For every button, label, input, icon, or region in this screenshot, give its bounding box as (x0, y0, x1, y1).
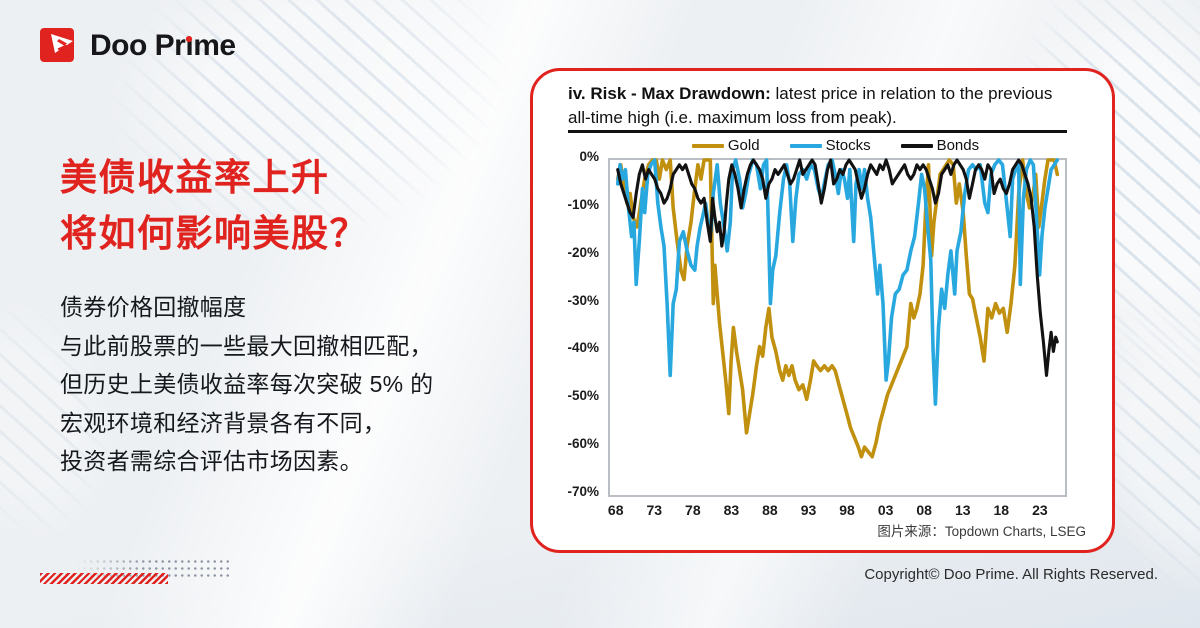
x-tick-label: 83 (723, 502, 740, 518)
y-tick-label: -70% (567, 484, 599, 499)
stocks-series-line (615, 158, 1060, 406)
x-tick-label: 98 (839, 502, 855, 518)
bonds-series-line (616, 158, 1059, 377)
chart-legend: Gold Stocks Bonds (608, 137, 1063, 154)
chart-title: iv. Risk - Max Drawdown: latest price in… (568, 82, 1074, 129)
legend-item-stocks: Stocks (789, 137, 871, 154)
x-tick-label: 93 (800, 502, 817, 518)
title-divider-rule (568, 130, 1067, 133)
logo-red-i-dot (186, 36, 192, 42)
y-tick-label: -30% (567, 292, 599, 308)
doo-prime-logo-text: Doo Prı me (90, 24, 236, 68)
x-tick-label: 13 (954, 502, 971, 518)
x-tick-label: 73 (646, 502, 663, 518)
chart-card: iv. Risk - Max Drawdown: latest price in… (530, 68, 1115, 553)
body-paragraph: 债券价格回撤幅度 与此前股票的一些最大回撤相匹配， 但历史上美债收益率每次突破 … (60, 288, 433, 481)
logo-i-stem: ı (185, 29, 194, 62)
logo-text-pre: Doo Pr (90, 29, 186, 62)
legend-label-gold: Gold (727, 137, 760, 154)
gold-line-swatch (691, 143, 724, 148)
logo-letter-i: ı (185, 29, 193, 62)
legend-label-stocks: Stocks (825, 137, 871, 154)
body-line: 与此前股票的一些最大回撤相匹配， (60, 332, 433, 359)
x-tick-label: 88 (762, 502, 778, 518)
x-tick-label: 68 (607, 502, 624, 518)
legend-item-bonds: Bonds (900, 137, 980, 154)
y-tick-label: 0% (579, 149, 599, 164)
gold-series-line (615, 158, 1060, 459)
body-line: 但历史上美债收益率每次突破 5% 的 (60, 371, 434, 397)
drawdown-chart-svg (615, 158, 1060, 459)
doo-prime-logo: Doo Prı me (40, 24, 236, 68)
plot-area (608, 158, 1067, 497)
body-line: 投资者需综合评估市场因素。 (60, 448, 363, 474)
headline-line-1: 美债收益率上升 (60, 157, 330, 198)
doo-prime-logo-icon (40, 28, 74, 62)
legend-item-gold: Gold (691, 137, 760, 154)
bonds-line-swatch (900, 143, 933, 148)
x-tick-label: 08 (916, 502, 932, 518)
body-line: 债券价格回撤幅度 (60, 294, 247, 320)
x-tick-label: 23 (1032, 502, 1048, 518)
y-tick-label: -60% (567, 436, 599, 452)
y-tick-label: -50% (567, 388, 599, 404)
headline-line-2: 将如何影响美股？ (60, 213, 368, 254)
chart-source-note: 图片来源：Topdown Charts, LSEG (877, 524, 1086, 539)
x-tick-label: 03 (877, 502, 894, 518)
copyright-text: Copyright© Doo Prime. All Rights Reserve… (864, 566, 1158, 583)
body-line: 宏观环境和经济背景各有不同， (60, 409, 387, 436)
x-tick-label: 78 (685, 502, 701, 518)
red-striped-bar-decoration (40, 573, 168, 584)
stocks-line-swatch (789, 143, 822, 148)
logo-text-post: me (193, 29, 236, 62)
chart-title-bold: iv. Risk - Max Drawdown: (568, 84, 771, 103)
y-tick-label: -20% (567, 244, 599, 260)
chart-title-rest: latest price in relation to the previous… (568, 84, 1053, 127)
headline: 美债收益率上升 将如何影响美股？ (60, 150, 368, 262)
y-tick-label: -10% (567, 196, 599, 212)
legend-label-bonds: Bonds (936, 137, 980, 154)
x-tick-label: 18 (993, 502, 1010, 518)
y-tick-label: -40% (567, 340, 599, 356)
